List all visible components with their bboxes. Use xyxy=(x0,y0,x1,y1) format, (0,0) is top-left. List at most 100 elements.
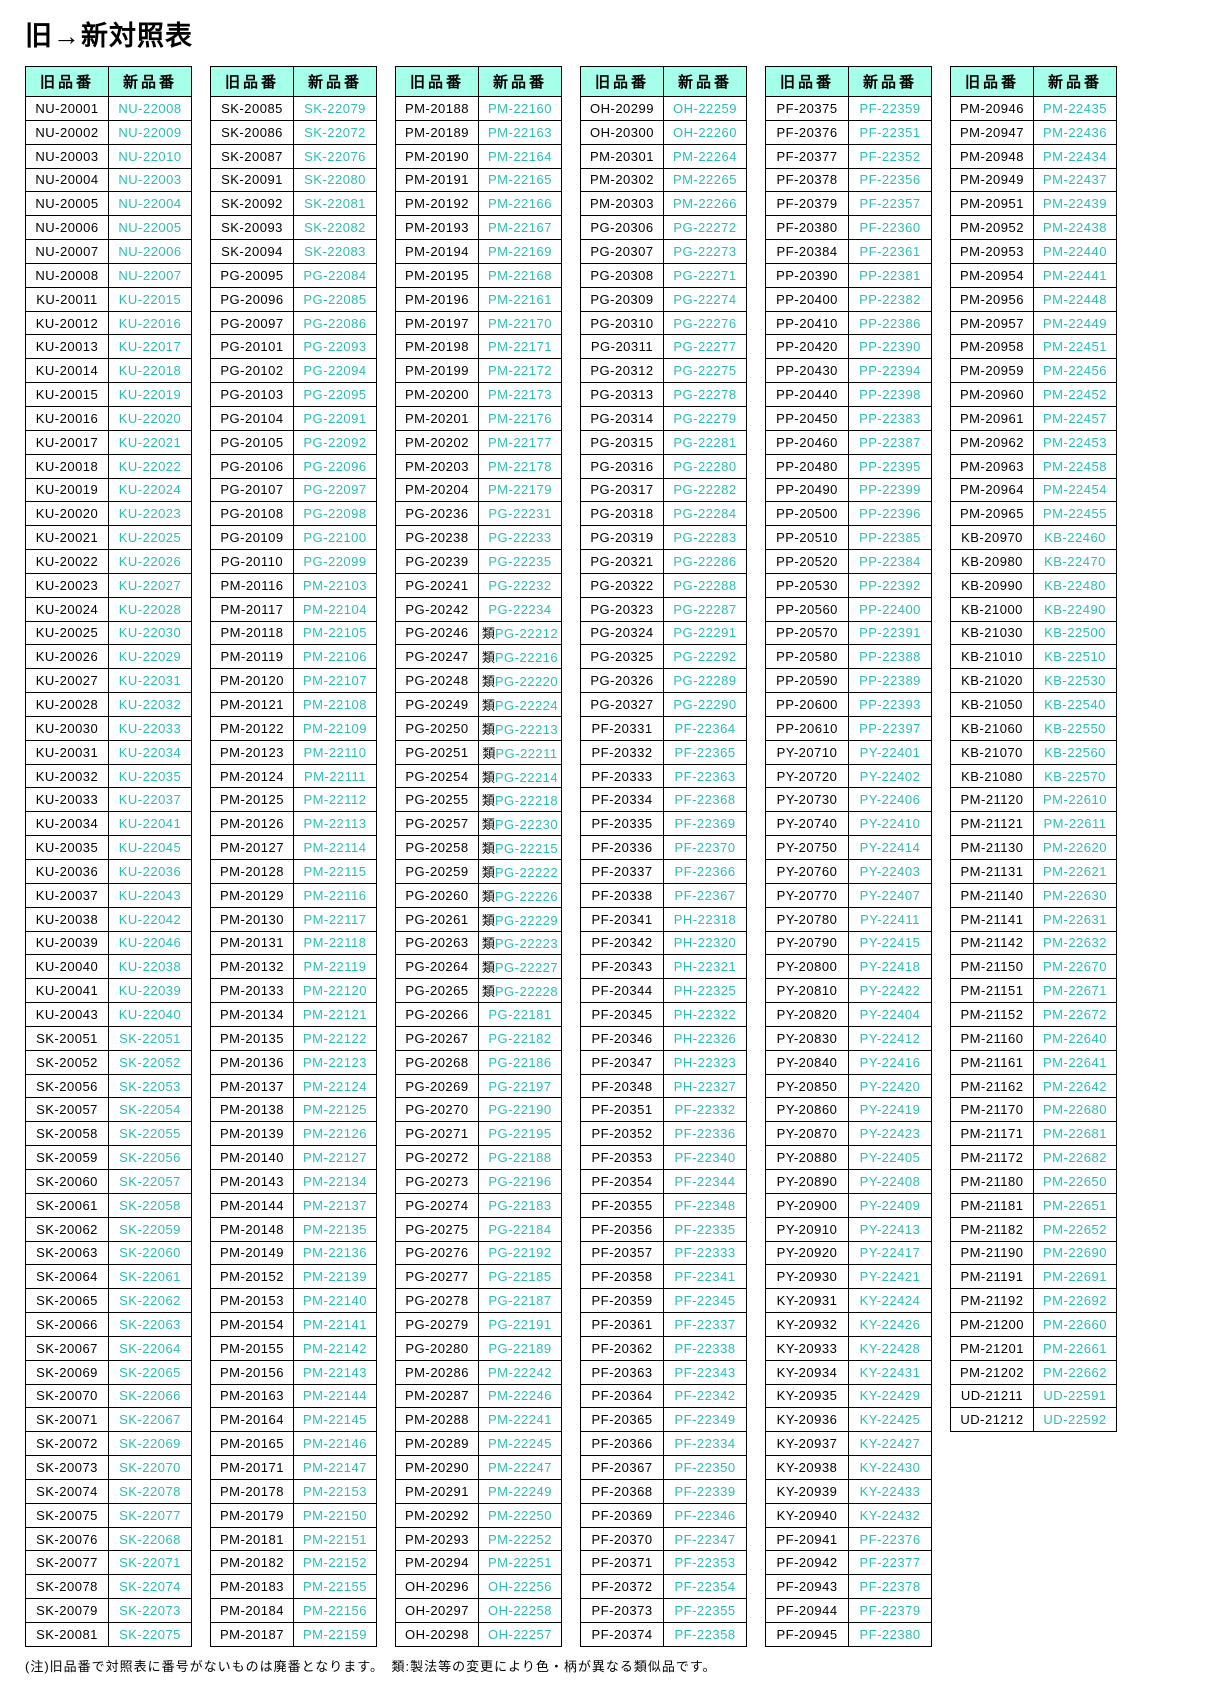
new-part-cell: PF-22377 xyxy=(848,1550,932,1576)
table-row: PG-20249 類PG-22224 xyxy=(395,692,562,717)
table-row: PM-20116 PM-22103 xyxy=(210,572,377,598)
old-part-cell: PM-20184 xyxy=(210,1598,294,1623)
old-part-cell: PG-20309 xyxy=(580,286,664,312)
table-row: NU-20005 NU-22004 xyxy=(25,191,192,217)
old-part-cell: PM-20149 xyxy=(210,1240,294,1266)
new-part-cell: KU-22038 xyxy=(108,954,192,980)
table-row: PM-20123 PM-22110 xyxy=(210,739,377,765)
old-part-cell: PM-20195 xyxy=(395,262,479,288)
old-part-cell: PM-20190 xyxy=(395,143,479,169)
old-part-cell: PY-20920 xyxy=(765,1240,849,1266)
new-part-cell: PM-22141 xyxy=(293,1312,377,1337)
old-part-cell: PM-20178 xyxy=(210,1478,294,1504)
old-part-cell: PY-20790 xyxy=(765,930,849,956)
old-part-cell: PM-20286 xyxy=(395,1359,479,1385)
new-part-cell: PF-22332 xyxy=(663,1097,747,1123)
new-part-cell: PM-22151 xyxy=(293,1526,377,1552)
table-row: KU-20017 KU-22021 xyxy=(25,429,192,455)
table-row: PM-20133 PM-22120 xyxy=(210,978,377,1004)
table-row: SK-20074 SK-22078 xyxy=(25,1478,192,1504)
old-part-cell: KB-20990 xyxy=(950,572,1034,598)
old-part-cell: KU-20030 xyxy=(25,715,109,741)
new-part-cell: PY-22404 xyxy=(848,1002,932,1027)
new-part-cell: OH-22257 xyxy=(478,1622,562,1647)
old-part-cell: SK-20058 xyxy=(25,1121,109,1147)
new-part-cell: PM-22251 xyxy=(478,1550,562,1576)
new-part-header: 新品番 xyxy=(108,66,192,97)
table-row: PM-21140 PM-22630 xyxy=(950,882,1117,908)
old-part-cell: SK-20070 xyxy=(25,1383,109,1409)
table-row: KU-20022 KU-22026 xyxy=(25,549,192,574)
new-part-cell: PG-22276 xyxy=(663,310,747,336)
table-row: SK-20071 SK-22067 xyxy=(25,1407,192,1433)
new-part-cell: PF-22334 xyxy=(663,1431,747,1457)
part-number-table-3: 旧品番 新品番 PM-20188 PM-22160 PM-20189 PM-22163… xyxy=(395,66,562,1647)
old-part-cell: PP-20530 xyxy=(765,572,849,598)
table-row: PG-20271 PG-22195 xyxy=(395,1121,562,1147)
new-part-cell: PM-22439 xyxy=(1033,191,1117,217)
table-row: PF-20380 PF-22360 xyxy=(765,215,932,241)
table-row: PM-20303 PM-22266 xyxy=(580,191,747,217)
old-part-cell: PP-20600 xyxy=(765,692,849,717)
table-row: PF-20376 PF-22351 xyxy=(765,119,932,145)
table-row: PM-20188 PM-22160 xyxy=(395,96,562,121)
old-part-cell: SK-20087 xyxy=(210,143,294,169)
table-row: PF-20945 PF-22380 xyxy=(765,1622,932,1647)
old-part-cell: PF-20373 xyxy=(580,1598,664,1623)
old-part-cell: PM-20958 xyxy=(950,334,1034,360)
new-part-cell: PF-22346 xyxy=(663,1502,747,1528)
new-part-cell: KB-22490 xyxy=(1033,596,1117,622)
new-part-cell: PM-22108 xyxy=(293,692,377,717)
table-row: PF-20338 PF-22367 xyxy=(580,882,747,908)
table-row: KY-20934 KY-22431 xyxy=(765,1359,932,1385)
table-row: PM-21160 PM-22640 xyxy=(950,1025,1117,1051)
old-part-cell: SK-20073 xyxy=(25,1455,109,1480)
table-row: PF-20358 PF-22341 xyxy=(580,1264,747,1290)
table-row: PY-20720 PY-22402 xyxy=(765,763,932,789)
old-part-cell: PM-21121 xyxy=(950,811,1034,837)
table-row: PM-21131 PM-22621 xyxy=(950,859,1117,884)
new-part-cell: PY-22415 xyxy=(848,930,932,956)
old-part-cell: KU-20028 xyxy=(25,692,109,717)
new-part-cell: PM-22252 xyxy=(478,1526,562,1552)
old-part-cell: PM-20302 xyxy=(580,167,664,193)
new-part-cell: 類PG-22230 xyxy=(478,811,562,837)
new-part-cell: SK-22065 xyxy=(108,1359,192,1385)
old-part-cell: SK-20075 xyxy=(25,1502,109,1528)
new-part-cell: KY-22425 xyxy=(848,1407,932,1433)
old-part-header: 旧品番 xyxy=(765,66,849,97)
table-row: PM-21120 PM-22610 xyxy=(950,787,1117,813)
new-part-cell: PG-22232 xyxy=(478,572,562,598)
new-part-cell: KY-22431 xyxy=(848,1359,932,1385)
new-part-cell: PG-22096 xyxy=(293,453,377,479)
table-row: SK-20076 SK-22068 xyxy=(25,1526,192,1552)
table-row: PM-20957 PM-22449 xyxy=(950,310,1117,336)
new-part-cell: PH-22326 xyxy=(663,1025,747,1051)
table-row: PF-20334 PF-22368 xyxy=(580,787,747,813)
table-row: PM-20198 PM-22171 xyxy=(395,334,562,360)
old-part-cell: PF-20941 xyxy=(765,1526,849,1552)
old-part-cell: PG-20318 xyxy=(580,501,664,527)
old-part-cell: KB-21010 xyxy=(950,644,1034,670)
new-part-cell: PG-22271 xyxy=(663,262,747,288)
table-row: KU-20011 KU-22015 xyxy=(25,286,192,312)
old-part-cell: PM-20130 xyxy=(210,906,294,932)
new-part-cell: PM-22173 xyxy=(478,382,562,407)
new-part-cell: SK-22057 xyxy=(108,1168,192,1194)
new-part-cell: KB-22570 xyxy=(1033,763,1117,789)
new-part-cell: SK-22072 xyxy=(293,119,377,145)
new-part-cell: PP-22392 xyxy=(848,572,932,598)
new-part-cell: UD-22592 xyxy=(1033,1407,1117,1433)
new-part-cell: PM-22692 xyxy=(1033,1288,1117,1314)
table-row: KB-21070 KB-22560 xyxy=(950,739,1117,765)
old-part-cell: PM-20181 xyxy=(210,1526,294,1552)
old-part-cell: SK-20057 xyxy=(25,1097,109,1123)
table-row: OH-20296 OH-22256 xyxy=(395,1574,562,1600)
new-part-cell: PG-22191 xyxy=(478,1312,562,1337)
new-part-cell: KB-22530 xyxy=(1033,668,1117,694)
table-row: PM-20135 PM-22122 xyxy=(210,1025,377,1051)
new-part-cell: PM-22159 xyxy=(293,1622,377,1647)
new-part-cell: PG-22186 xyxy=(478,1049,562,1075)
old-part-cell: KB-21000 xyxy=(950,596,1034,622)
table-row: PG-20258 類PG-22215 xyxy=(395,835,562,860)
